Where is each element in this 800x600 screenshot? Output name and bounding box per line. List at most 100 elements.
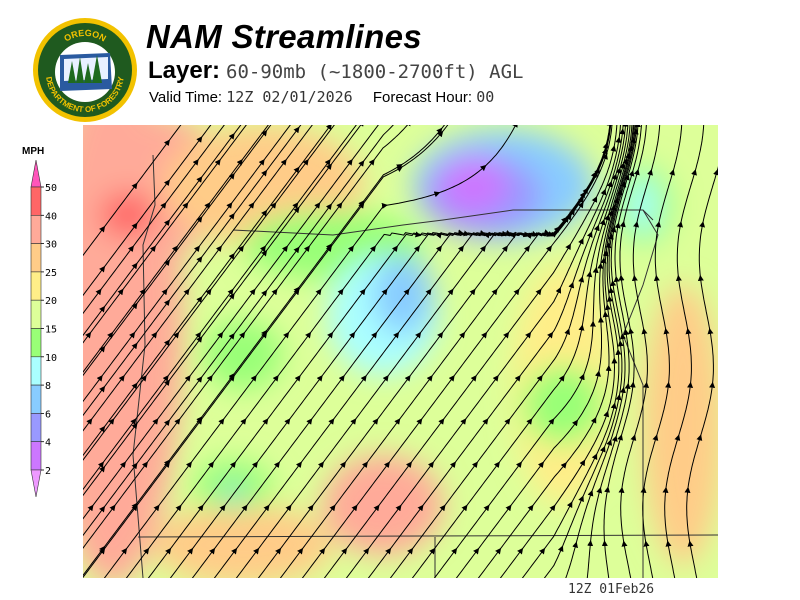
streamline-arrow (491, 288, 498, 296)
streamline-arrow (99, 225, 106, 233)
streamline (83, 125, 335, 461)
streamline (169, 164, 601, 578)
streamline-arrow (329, 504, 336, 512)
legend-band (30, 215, 42, 244)
streamline-arrow (482, 418, 489, 425)
streamline-arrow (336, 202, 343, 209)
state-borders (132, 154, 718, 578)
streamline-arrow (163, 219, 170, 227)
streamline-arrow (209, 547, 216, 555)
streamline-arrow (129, 331, 136, 339)
streamline-arrow (87, 504, 94, 512)
streamline-arrow (360, 375, 367, 382)
streamline (83, 125, 362, 497)
streamline-arrow (503, 331, 510, 339)
streamline-arrow (522, 231, 530, 238)
streamline-arrow (395, 504, 402, 512)
streamline (83, 125, 242, 337)
streamline-arrow (283, 331, 290, 339)
streamline-arrow (240, 418, 247, 425)
streamline-arrow (218, 418, 225, 425)
streamline-arrow (391, 245, 398, 253)
streamline-arrow (153, 504, 160, 512)
streamline-arrow (227, 288, 234, 296)
streamline-arrow (696, 434, 703, 441)
streamline-arrow (196, 136, 203, 143)
streamline-arrow (433, 191, 441, 198)
legend-band (30, 328, 42, 358)
streamline-arrow (140, 375, 147, 382)
streamline-arrow (284, 418, 291, 425)
streamline-arrow (469, 288, 476, 296)
streamline-arrow (481, 331, 488, 339)
streamline-arrow (591, 453, 598, 461)
streamline-arrow (547, 331, 554, 339)
streamline-arrow (535, 288, 542, 296)
streamline-arrow (306, 418, 313, 425)
streamline-arrow (99, 265, 106, 273)
streamline-arrow (517, 547, 524, 555)
streamline-arrow (385, 547, 392, 555)
streamline-arrow (587, 489, 594, 497)
streamline-arrow (358, 200, 365, 207)
streamline (103, 125, 517, 578)
streamline-arrow (369, 245, 376, 253)
streamline-arrow (173, 331, 180, 339)
streamline-arrow (149, 245, 156, 253)
streamline-arrow (404, 375, 411, 382)
streamline-arrow (139, 288, 146, 296)
streamline-arrow (560, 216, 568, 224)
layer-value: 60-90mb (~1800-2700ft) AGL (226, 61, 524, 83)
valid-time-label: Valid Time: (149, 89, 223, 106)
streamline-arrow (591, 196, 598, 203)
streamline-arrow (566, 501, 573, 509)
streamline (83, 125, 225, 315)
streamline-arrow (483, 504, 490, 512)
streamline-arrow (131, 502, 138, 510)
streamline (83, 125, 409, 549)
streamline-arrow (217, 331, 224, 339)
streamline-arrow (95, 288, 102, 296)
streamline-arrow (239, 331, 246, 339)
streamline-arrow (231, 547, 238, 555)
streamline-arrow (549, 504, 556, 512)
streamline-arrow (285, 504, 292, 512)
streamline-arrow (685, 327, 692, 335)
streamline-arrow (405, 461, 412, 469)
streamline-arrow (237, 245, 244, 253)
streamline-arrow (184, 375, 191, 382)
streamline-arrow (302, 159, 309, 166)
streamline-arrow (99, 545, 106, 553)
streamline-arrow (130, 418, 137, 425)
streamline-arrow (479, 245, 486, 253)
streamline-arrow (96, 375, 103, 382)
streamline-arrow (459, 331, 466, 339)
streamline-arrow (162, 375, 169, 382)
streamline-arrow (415, 331, 422, 339)
streamline-arrow (558, 374, 565, 382)
streamline-arrow (228, 173, 235, 180)
streamline-arrow (647, 169, 653, 176)
streamline-arrow (470, 375, 477, 382)
streamline (83, 125, 357, 491)
streamline-arrow (601, 147, 608, 155)
streamline-arrow (595, 370, 601, 377)
streamline-arrow (604, 486, 611, 493)
streamline-arrow (501, 245, 508, 253)
streamline-arrow (249, 288, 256, 296)
streamline-arrow (358, 160, 365, 167)
streamline (83, 125, 291, 403)
streamline-arrow (572, 541, 579, 549)
streamline-arrow (131, 222, 138, 230)
streamline-arrow (623, 174, 630, 181)
streamline-arrow (185, 461, 192, 469)
streamline-arrow (526, 418, 533, 425)
streamline-arrow (107, 331, 114, 339)
streamline-arrow (163, 459, 170, 467)
streamline-arrow (271, 288, 278, 296)
legend-band (30, 299, 42, 329)
legend-band (30, 271, 42, 301)
streamline-arrow (152, 418, 159, 425)
streamline-arrow (616, 189, 623, 196)
streamline-arrow (273, 461, 280, 469)
